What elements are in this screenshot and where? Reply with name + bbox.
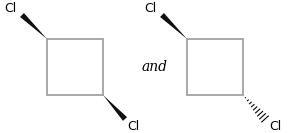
Polygon shape xyxy=(20,13,47,39)
Polygon shape xyxy=(103,95,127,121)
Text: Cl: Cl xyxy=(144,1,156,14)
Text: Cl: Cl xyxy=(269,119,281,132)
Text: Cl: Cl xyxy=(127,119,139,132)
Text: and: and xyxy=(142,60,168,74)
Text: Cl: Cl xyxy=(4,1,16,14)
Polygon shape xyxy=(160,13,187,39)
